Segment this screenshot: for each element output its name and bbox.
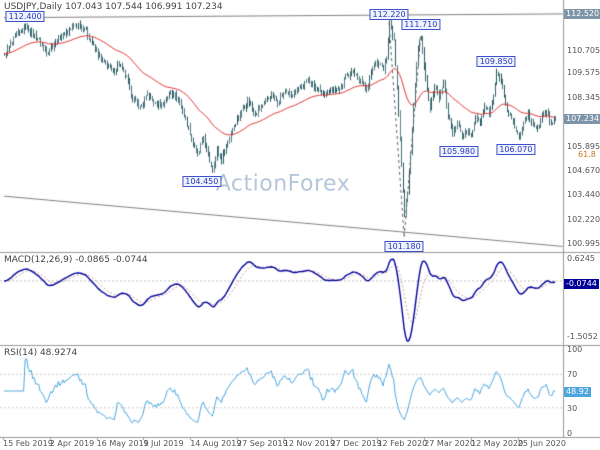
time-axis-label: 1 Jul 2019 <box>143 439 184 448</box>
macd-indicator-header: MACD(12,26,9) -0.0865 -0.0744 <box>4 255 148 265</box>
price-axis-tick: 105.895 <box>567 141 600 151</box>
price-annotation-label[interactable]: 112.400 <box>5 11 45 23</box>
rsi-axis-tick: 70 <box>567 370 578 380</box>
price-axis-tick: 110.705 <box>567 45 600 55</box>
time-axis-label: 15 Feb 2019 <box>3 439 53 448</box>
time-axis-label: 12 Nov 2019 <box>283 439 336 448</box>
rsi-axis-tick: 100 <box>567 345 583 354</box>
time-axis-label: 12 May 2020 <box>471 439 524 448</box>
price-annotation-label[interactable]: 112.220 <box>369 8 409 20</box>
symbol-ohlc-header: USDJPY,Daily 107.043 107.544 106.991 107… <box>4 2 223 12</box>
macd-axis-max: 0.6245 <box>567 254 595 263</box>
time-axis-label: 2 Apr 2019 <box>49 439 95 448</box>
price-annotation-label[interactable]: 105.980 <box>438 145 479 157</box>
price-axis-tick: 109.575 <box>567 68 600 78</box>
macd-axis-min: -1.5052 <box>567 332 598 341</box>
price-annotation-label[interactable]: 106.070 <box>496 144 536 156</box>
time-axis-label: 27 Dec 2019 <box>330 439 382 448</box>
price-axis-tick: 103.440 <box>567 190 600 200</box>
price-axis-tick: 108.345 <box>567 92 600 102</box>
price-annotation-label[interactable]: 101.180 <box>384 241 424 253</box>
time-axis-label: 14 Aug 2019 <box>190 439 242 448</box>
resistance-level-price-box: 112.520 <box>564 8 600 19</box>
current-price-box: 107.234 <box>564 113 600 124</box>
time-axis-label: 16 May 2019 <box>96 439 149 448</box>
rsi-axis-tick: 0 <box>567 429 573 438</box>
price-annotation-label[interactable]: 109.850 <box>476 55 516 67</box>
price-axis-tick: 102.220 <box>567 214 600 224</box>
time-axis-label: 27 Mar 2020 <box>424 439 475 448</box>
price-annotation-label[interactable]: 111.710 <box>401 19 441 30</box>
time-axis-label: 25 Jun 2020 <box>517 439 566 448</box>
fib-618-label: 61.8 <box>578 150 596 160</box>
price-axis-tick: 100.995 <box>567 238 600 248</box>
rsi-current-box: 48.92 <box>564 386 591 397</box>
price-annotation-label[interactable]: 104.450 <box>182 176 222 188</box>
time-axis-label: 12 Feb 2020 <box>377 439 428 448</box>
rsi-indicator-header: RSI(14) 48.9274 <box>4 348 78 358</box>
macd-current-box: -0.0744 <box>564 278 599 289</box>
time-axis-label: 27 Sep 2019 <box>237 439 288 448</box>
price-axis-tick: 104.670 <box>567 165 600 175</box>
rsi-axis-tick: 30 <box>567 403 578 413</box>
